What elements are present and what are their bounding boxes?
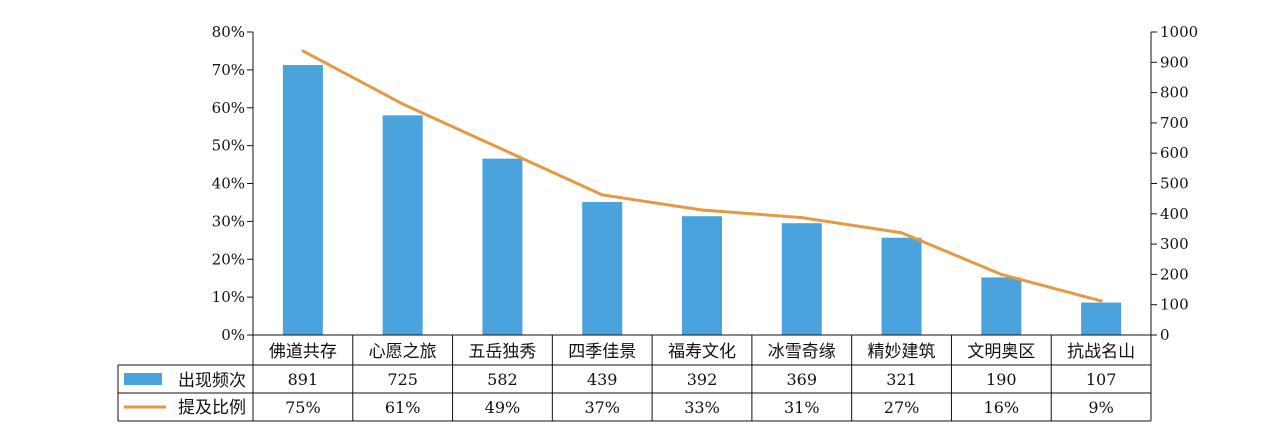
right-tick-label-8: 800 (1160, 84, 1189, 102)
line-value-label-6: 31% (784, 398, 820, 417)
bar-1 (282, 65, 323, 335)
left-tick-label-4: 40% (212, 175, 245, 193)
bar-value-label-1: 891 (288, 370, 319, 389)
bar-7 (881, 237, 922, 335)
line-value-label-3: 49% (485, 398, 521, 417)
category-label-9: 抗战名山 (1067, 342, 1135, 362)
line-point-4 (600, 193, 604, 197)
right-tick-label-2: 200 (1160, 265, 1189, 283)
left-tick-label-7: 70% (212, 61, 245, 79)
line-value-label-2: 61% (385, 398, 421, 417)
line-value-label-1: 75% (285, 398, 321, 417)
axes: 0% 10% 20% 30% 40% 50% 60% 70% 80% 0 100 200 300 400 5… (212, 23, 1199, 344)
bar-3 (482, 158, 523, 335)
bar-value-label-9: 107 (1086, 370, 1117, 389)
legend-line-label: 提及比例 (178, 398, 246, 418)
right-tick-label-6: 600 (1160, 144, 1189, 162)
right-tick-label-0: 0 (1160, 326, 1170, 344)
line-value-label-9: 9% (1088, 398, 1113, 417)
category-label-4: 四季佳景 (568, 342, 636, 362)
line-point-3 (500, 147, 504, 151)
bar-value-label-3: 582 (487, 370, 518, 389)
line-point-6 (800, 216, 804, 220)
data-table: 佛道共存 心愿之旅 五岳独秀 四季佳景 福寿文化 冰雪奇缘 精妙建筑 文明奥区 抗战名山出现频次… (117, 334, 1152, 422)
category-label-2: 心愿之旅 (369, 342, 437, 362)
bar-value-label-5: 392 (687, 370, 718, 389)
right-tick-label-10: 1000 (1160, 23, 1198, 41)
category-label-1: 佛道共存 (269, 342, 337, 362)
left-tick-label-8: 80% (212, 23, 245, 41)
line-value-label-8: 16% (984, 398, 1020, 417)
bar-8 (981, 277, 1022, 335)
line-point-8 (999, 272, 1003, 276)
bar-value-label-2: 725 (387, 370, 418, 389)
right-tick-label-4: 400 (1160, 205, 1189, 223)
bar-2 (382, 115, 423, 335)
left-tick-label-1: 10% (212, 288, 245, 306)
right-tick-label-3: 300 (1160, 235, 1189, 253)
line-point-1 (301, 49, 305, 53)
left-tick-label-3: 30% (212, 212, 245, 230)
left-tick-label-6: 60% (212, 99, 245, 117)
right-tick-label-9: 900 (1160, 53, 1189, 71)
bar-value-label-4: 439 (587, 370, 618, 389)
bar-value-label-7: 321 (886, 370, 917, 389)
bar-series (282, 65, 1122, 335)
bar-9 (1081, 302, 1122, 335)
line-value-label-7: 27% (884, 398, 920, 417)
legend-bar-swatch (124, 373, 162, 385)
bar-6 (781, 223, 822, 335)
line-point-7 (900, 231, 904, 235)
legend-bar-label: 出现频次 (178, 371, 246, 391)
bar-4 (582, 201, 623, 335)
line-series (301, 49, 1103, 303)
bar-5 (682, 216, 722, 335)
line-point-2 (401, 102, 405, 106)
line-point-9 (1099, 299, 1103, 303)
category-label-6: 冰雪奇缘 (768, 342, 836, 362)
left-tick-label-5: 50% (212, 137, 245, 155)
line-point-5 (700, 208, 704, 212)
left-tick-label-2: 20% (212, 250, 245, 268)
category-label-3: 五岳独秀 (468, 342, 536, 362)
line-value-label-4: 37% (584, 398, 620, 417)
left-tick-label-0: 0% (221, 326, 245, 344)
category-label-5: 福寿文化 (668, 342, 736, 362)
line-value-label-5: 33% (684, 398, 720, 417)
bar-value-label-6: 369 (787, 370, 818, 389)
category-label-8: 文明奥区 (967, 342, 1035, 362)
right-tick-label-5: 500 (1160, 175, 1189, 193)
right-tick-label-7: 700 (1160, 114, 1189, 132)
bar-value-label-8: 190 (986, 370, 1017, 389)
right-tick-label-1: 100 (1160, 296, 1189, 314)
category-label-7: 精妙建筑 (868, 342, 936, 362)
